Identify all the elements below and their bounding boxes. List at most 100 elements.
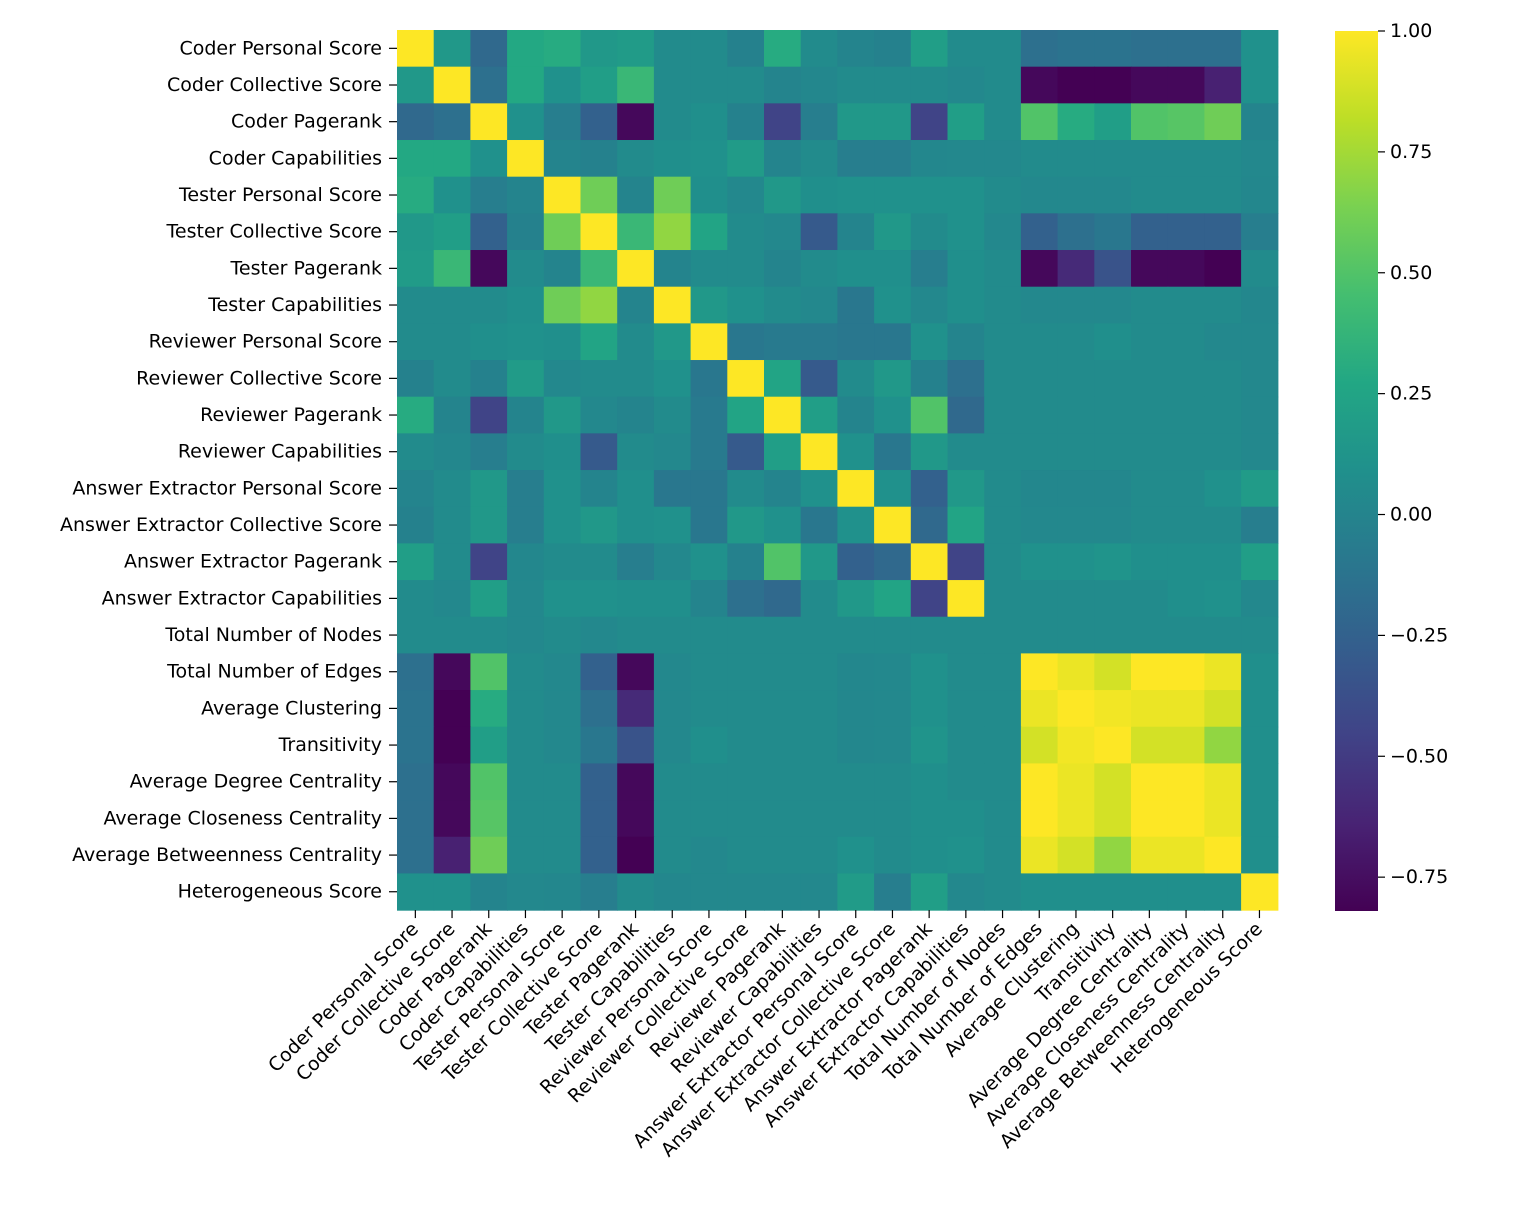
heatmap-cell — [800, 543, 838, 581]
heatmap-cell — [543, 506, 582, 544]
heatmap-cell — [653, 103, 692, 141]
heatmap-cell — [1057, 323, 1095, 361]
heatmap-cell — [727, 506, 765, 544]
y-tick-label: Total Number of Edges — [166, 661, 382, 683]
heatmap-cell — [727, 470, 765, 508]
heatmap-cell — [727, 763, 765, 801]
heatmap-cell — [653, 30, 692, 68]
heatmap-cell — [397, 323, 435, 361]
heatmap-cell — [910, 580, 949, 618]
heatmap-cell — [1131, 103, 1169, 141]
heatmap-cell — [543, 616, 582, 654]
heatmap-cell — [800, 873, 838, 911]
heatmap-cell — [874, 690, 912, 728]
heatmap-cell — [947, 690, 985, 728]
heatmap-cell — [1057, 103, 1095, 141]
heatmap-cell — [947, 836, 985, 875]
heatmap-cell — [1094, 653, 1132, 691]
heatmap-cell — [984, 433, 1022, 471]
heatmap-cell — [874, 396, 912, 434]
heatmap-cell — [433, 30, 471, 68]
heatmap-cell — [1204, 800, 1242, 838]
heatmap-cell — [397, 690, 435, 728]
heatmap-cell — [1167, 690, 1205, 728]
heatmap-cell — [653, 323, 692, 361]
heatmap-cell — [1167, 836, 1205, 875]
heatmap-cell — [543, 836, 582, 875]
heatmap-cell — [470, 873, 508, 911]
heatmap-cell — [727, 140, 765, 178]
y-tick-label: Average Degree Centrality — [130, 771, 382, 793]
heatmap-cell — [470, 616, 508, 654]
heatmap-cell — [1167, 323, 1205, 361]
heatmap-cell — [580, 763, 618, 801]
heatmap-cell — [470, 323, 508, 361]
heatmap-cell — [543, 433, 582, 471]
heatmap-cell — [470, 726, 508, 764]
heatmap-cell — [1020, 360, 1059, 398]
heatmap-cell — [397, 360, 435, 398]
heatmap-cell — [764, 543, 802, 581]
heatmap-cell — [1131, 433, 1169, 471]
heatmap-cell — [800, 433, 838, 471]
heatmap-cell — [837, 433, 875, 471]
heatmap-cell — [947, 653, 985, 691]
heatmap-cell — [617, 30, 655, 68]
heatmap-cell — [874, 323, 912, 361]
heatmap-cell — [1094, 580, 1132, 618]
heatmap-cell — [1057, 140, 1095, 178]
heatmap-cell — [690, 140, 728, 178]
heatmap-cell — [580, 396, 618, 434]
heatmap-cell — [617, 213, 655, 251]
heatmap-cell — [397, 470, 435, 508]
heatmap-cell — [1167, 433, 1205, 471]
heatmap-cell — [947, 800, 985, 838]
heatmap-cell — [874, 176, 912, 214]
heatmap-cell — [1057, 690, 1095, 728]
y-tick-label: Tester Pagerank — [230, 257, 382, 279]
heatmap-cell — [984, 396, 1022, 434]
heatmap-cell — [764, 763, 802, 801]
heatmap-cell — [764, 286, 802, 324]
heatmap-cell — [1204, 726, 1242, 764]
heatmap-cell — [1241, 616, 1279, 654]
heatmap-cell — [1131, 873, 1169, 911]
heatmap-cell — [690, 396, 728, 434]
heatmap-cell — [1167, 763, 1205, 801]
heatmap-cell — [617, 470, 655, 508]
heatmap-cell — [580, 30, 618, 68]
heatmap-cell — [470, 30, 508, 68]
heatmap-cell — [433, 213, 471, 251]
heatmap-cell — [800, 836, 838, 875]
heatmap-cell — [800, 506, 838, 544]
y-tick-label: Coder Collective Score — [167, 74, 382, 96]
heatmap-cell — [690, 726, 728, 764]
heatmap-cell — [543, 543, 582, 581]
heatmap-cell — [727, 396, 765, 434]
heatmap-cell — [470, 433, 508, 471]
heatmap-cell — [617, 286, 655, 324]
heatmap-cell — [984, 176, 1022, 214]
heatmap-cell — [800, 800, 838, 838]
heatmap-cell — [433, 506, 471, 544]
heatmap-cell — [837, 543, 875, 581]
heatmap-cell — [727, 543, 765, 581]
heatmap-cell — [764, 30, 802, 68]
heatmap-cell — [397, 763, 435, 801]
heatmap-cell — [874, 140, 912, 178]
heatmap-cell — [874, 800, 912, 838]
heatmap-cell — [690, 506, 728, 544]
heatmap-cell — [764, 66, 802, 104]
heatmap-cell — [397, 66, 435, 104]
heatmap-cell — [764, 360, 802, 398]
heatmap-cell — [433, 873, 471, 911]
heatmap-cell — [543, 873, 582, 911]
heatmap-cell — [1057, 433, 1095, 471]
heatmap-cell — [874, 470, 912, 508]
heatmap-cell — [1167, 286, 1205, 324]
heatmap-cell — [543, 286, 582, 324]
heatmap-cell — [1094, 763, 1132, 801]
heatmap-cell — [507, 433, 545, 471]
heatmap-cell — [910, 360, 949, 398]
heatmap-cell — [727, 66, 765, 104]
